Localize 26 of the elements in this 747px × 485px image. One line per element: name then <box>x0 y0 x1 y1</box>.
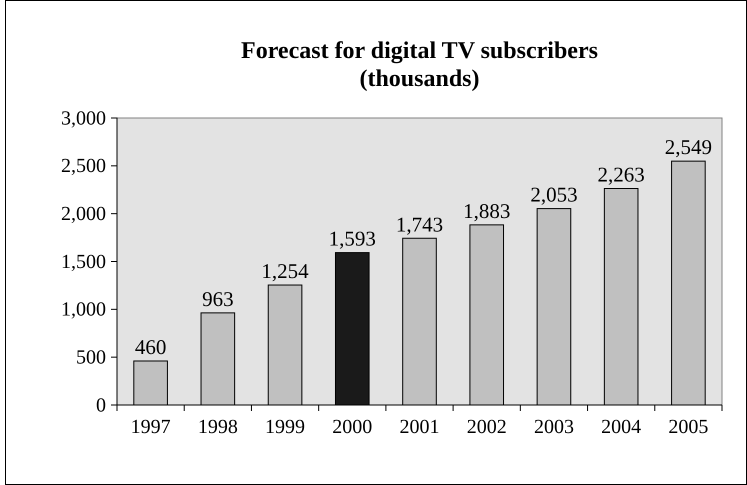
x-tick-label: 2004 <box>601 416 642 438</box>
data-label: 963 <box>202 286 234 311</box>
x-tick-label: 1999 <box>265 416 306 438</box>
chart-title: Forecast for digital TV subscribers (thousands) <box>241 38 598 92</box>
data-label: 2,053 <box>530 182 578 207</box>
data-label: 2,263 <box>598 162 645 187</box>
x-tick-label: 2005 <box>668 416 708 438</box>
y-tick-label: 0 <box>96 394 106 416</box>
x-tick-label: 1998 <box>198 416 238 438</box>
y-tick-label: 1,000 <box>61 298 106 321</box>
x-tick-label: 2001 <box>400 416 440 438</box>
y-tick-label: 500 <box>76 346 106 369</box>
data-label: 460 <box>134 334 166 359</box>
data-label: 1,883 <box>463 198 510 223</box>
data-label: 2,549 <box>664 135 712 160</box>
data-label: 1,254 <box>261 259 310 284</box>
data-label: 1,743 <box>396 212 444 236</box>
y-tick-label: 2,000 <box>61 203 106 226</box>
y-tick-label: 3,000 <box>61 107 106 130</box>
x-tick-label: 2000 <box>332 416 372 438</box>
x-tick-label: 2002 <box>466 416 507 438</box>
x-tick-label: 1997 <box>130 416 171 438</box>
x-tick-label: 2003 <box>534 416 574 438</box>
y-tick-label: 2,500 <box>61 155 106 178</box>
data-label: 1,593 <box>328 226 376 251</box>
y-tick-label: 1,500 <box>61 250 106 273</box>
